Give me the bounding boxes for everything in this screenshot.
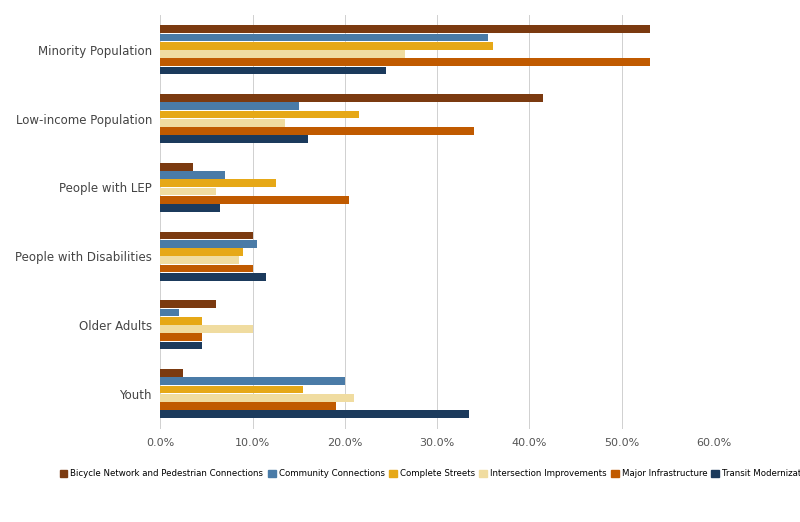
Bar <box>160 256 238 264</box>
Bar <box>160 309 178 316</box>
Bar <box>160 196 350 204</box>
Bar <box>160 204 220 212</box>
Bar <box>160 119 285 127</box>
Bar <box>160 341 202 350</box>
Bar <box>160 232 253 240</box>
Bar <box>160 273 266 281</box>
Legend: Bicycle Network and Pedestrian Connections, Community Connections, Complete Stre: Bicycle Network and Pedestrian Connectio… <box>56 466 800 482</box>
Bar <box>160 265 253 272</box>
Bar <box>160 240 257 248</box>
Bar <box>160 317 202 325</box>
Bar <box>160 50 405 58</box>
Bar <box>160 377 345 385</box>
Bar <box>160 67 386 75</box>
Bar <box>160 163 193 171</box>
Bar <box>160 33 488 41</box>
Bar <box>160 248 243 256</box>
Bar <box>160 325 253 333</box>
Bar <box>160 94 543 102</box>
Bar <box>160 102 298 110</box>
Bar <box>160 300 216 308</box>
Bar <box>160 111 358 118</box>
Bar <box>160 334 202 341</box>
Bar <box>160 25 650 33</box>
Bar <box>160 386 303 394</box>
Bar <box>160 127 474 135</box>
Bar <box>160 187 216 195</box>
Bar <box>160 42 493 50</box>
Bar <box>160 171 225 179</box>
Bar <box>160 135 308 143</box>
Bar <box>160 402 336 410</box>
Bar <box>160 58 650 66</box>
Bar <box>160 394 354 402</box>
Bar <box>160 410 470 418</box>
Bar <box>160 369 183 377</box>
Bar <box>160 180 276 187</box>
